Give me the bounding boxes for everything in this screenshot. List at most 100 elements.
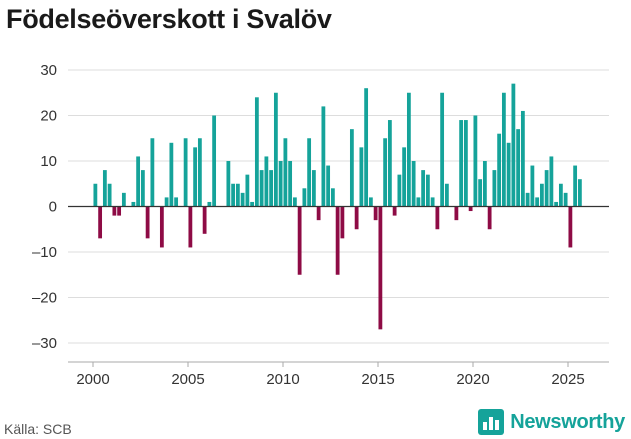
bar: [174, 197, 179, 207]
bar: [183, 138, 188, 207]
bar: [330, 188, 335, 207]
bar: [482, 161, 487, 207]
bar: [235, 183, 240, 207]
bar: [288, 161, 293, 207]
x-tick-label: 2005: [171, 371, 204, 388]
y-tick-label: –30: [32, 335, 57, 352]
bar: [378, 206, 383, 330]
bar: [335, 206, 340, 275]
bar-chart-icon: [478, 409, 505, 435]
bar: [136, 156, 141, 207]
bar: [354, 206, 359, 230]
bar: [392, 206, 397, 216]
bar: [231, 183, 236, 207]
bar: [117, 206, 122, 216]
bar: [245, 174, 250, 207]
bar: [535, 197, 540, 207]
bar: [511, 83, 516, 207]
bar: [202, 206, 207, 234]
bar: [197, 138, 202, 207]
bar: [444, 183, 449, 207]
bar: [497, 133, 502, 207]
bar: [554, 201, 559, 207]
bar: [292, 197, 297, 207]
bar: [402, 147, 407, 207]
bar: [140, 170, 145, 207]
x-tick-label: 2000: [76, 371, 109, 388]
bar: [240, 192, 245, 207]
bar: [544, 170, 549, 207]
y-tick-label: 0: [49, 199, 57, 216]
source-note: Källa: SCB: [4, 421, 72, 437]
bar: [454, 206, 459, 221]
bar: [516, 129, 521, 207]
bar: [131, 201, 136, 207]
bar: [269, 170, 274, 207]
bar: [321, 106, 326, 207]
bar: [273, 92, 278, 207]
bar: [549, 156, 554, 207]
bar: [573, 165, 578, 207]
bar: [463, 120, 468, 207]
bar: [340, 206, 345, 239]
bar: [520, 110, 525, 207]
bar: [102, 170, 107, 207]
bar: [121, 192, 126, 207]
bar: [435, 206, 440, 230]
bar: [425, 174, 430, 207]
bar: [430, 197, 435, 207]
bar: [278, 161, 283, 207]
bar: [254, 97, 259, 207]
brand-name: Newsworthy: [510, 410, 625, 433]
bar: [98, 206, 103, 239]
bar: [226, 161, 231, 207]
bar: [421, 170, 426, 207]
bar: [440, 92, 445, 207]
bar: [297, 206, 302, 275]
x-tick-label: 2025: [551, 371, 584, 388]
bar: [411, 161, 416, 207]
bar: [478, 179, 483, 207]
bar: [107, 183, 112, 207]
bar: [501, 92, 506, 207]
bar: [468, 206, 473, 212]
bar: [169, 142, 174, 207]
bar: [326, 165, 331, 207]
bar: [212, 115, 217, 207]
bar: [188, 206, 193, 248]
bar: [93, 183, 98, 207]
x-tick-label: 2010: [266, 371, 299, 388]
bar: [193, 147, 198, 207]
y-tick-label: –10: [32, 244, 57, 261]
bar: [112, 206, 117, 216]
bar: [207, 201, 212, 207]
y-tick-label: –20: [32, 290, 57, 307]
y-tick-label: 10: [40, 153, 57, 170]
bar: [406, 92, 411, 207]
bar: [563, 192, 568, 207]
bar: [383, 138, 388, 207]
x-tick-label: 2015: [361, 371, 394, 388]
bar: [259, 170, 264, 207]
bar: [164, 197, 169, 207]
bar: [250, 201, 255, 207]
y-tick-label: 20: [40, 108, 57, 125]
bar: [506, 142, 511, 207]
bar: [416, 197, 421, 207]
y-tick-label: 30: [40, 62, 57, 79]
bar: [359, 147, 364, 207]
bar: [150, 138, 155, 207]
bar: [487, 206, 492, 230]
bar: [397, 174, 402, 207]
bar: [530, 165, 535, 207]
bar: [525, 192, 530, 207]
bar: [459, 120, 464, 207]
bar: [492, 170, 497, 207]
bar: [373, 206, 378, 221]
chart-title: Födelseöverskott i Svalöv: [6, 4, 332, 34]
bar: [558, 183, 563, 207]
bar: [316, 206, 321, 221]
bar: [577, 179, 582, 207]
